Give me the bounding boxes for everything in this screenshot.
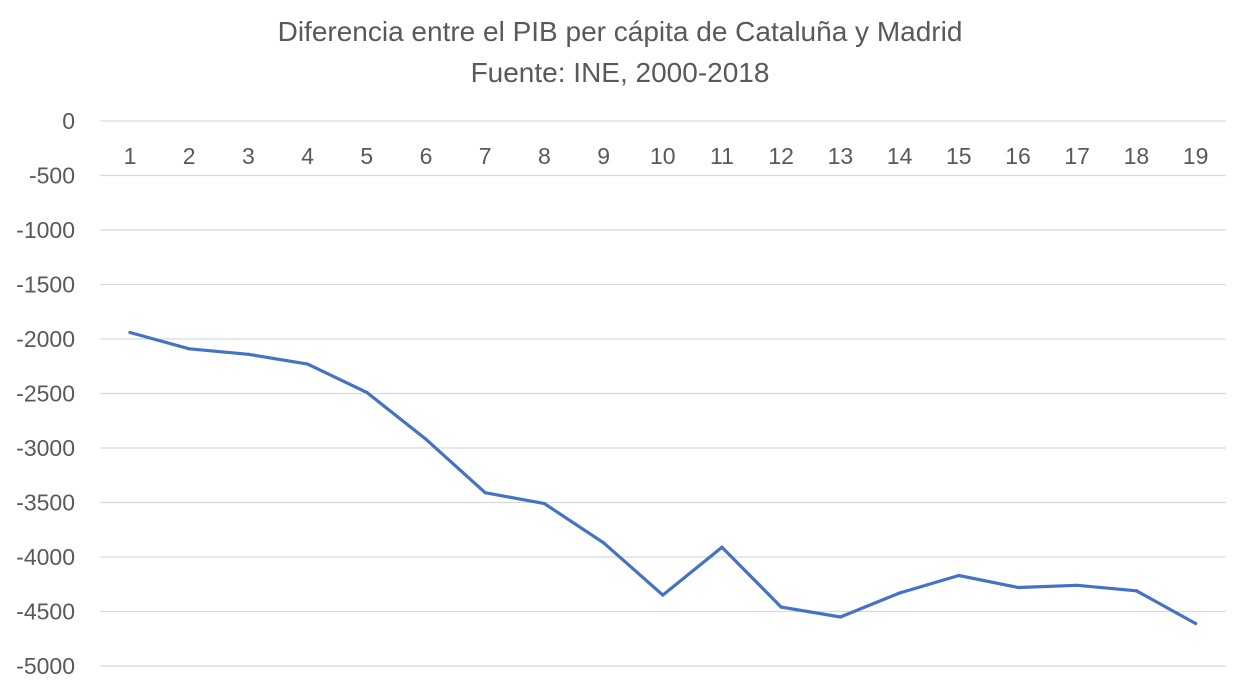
data-point <box>128 330 132 335</box>
y-tick-label: -500 <box>29 163 75 189</box>
data-point <box>424 437 428 441</box>
x-tick-label: 4 <box>301 143 314 169</box>
y-tick-label: -2500 <box>16 381 75 407</box>
x-tick-label: 18 <box>1124 143 1150 169</box>
data-point <box>246 352 250 356</box>
data-point <box>779 605 783 609</box>
chart-title: Diferencia entre el PIB per cápita de Ca… <box>278 16 963 47</box>
y-tick-label: -4500 <box>16 599 75 625</box>
x-tick-label: 15 <box>946 143 972 169</box>
y-tick-label: -5000 <box>16 653 75 679</box>
x-tick-label: 12 <box>768 143 794 169</box>
x-tick-label: 3 <box>242 143 255 169</box>
x-tick-label: 11 <box>710 143 734 169</box>
x-tick-label: 7 <box>479 143 492 169</box>
data-point <box>1075 583 1079 587</box>
y-tick-label: -1500 <box>16 272 75 298</box>
x-tick-label: 10 <box>650 143 676 169</box>
y-tick-label: -3000 <box>16 435 75 461</box>
y-tick-label: -4000 <box>16 544 75 570</box>
data-point <box>483 491 487 495</box>
chart-subtitle: Fuente: INE, 2000-2018 <box>471 57 770 88</box>
data-point <box>957 573 961 578</box>
data-point <box>187 347 191 351</box>
x-tick-label: 1 <box>124 143 137 169</box>
y-tick-label: -2000 <box>16 326 75 352</box>
data-point <box>1194 621 1198 626</box>
y-axis-ticks: 0 -500 -1000 -1500 -2000 -2500 -3000 -3500 -4000… <box>16 108 75 679</box>
x-tick-label: 6 <box>420 143 433 169</box>
data-point <box>838 615 843 619</box>
series-line <box>128 330 1198 626</box>
x-axis-ticks: 1 2 3 4 5 6 7 8 9 10 11 12 13 14 15 16 17 18 19 <box>124 143 1209 169</box>
data-point <box>1134 589 1138 593</box>
x-tick-label: 5 <box>360 143 373 169</box>
x-tick-label: 14 <box>887 143 913 169</box>
data-point <box>602 541 606 545</box>
y-tick-label: -1000 <box>16 217 75 243</box>
data-point <box>1016 585 1020 590</box>
data-point <box>542 501 547 506</box>
x-tick-label: 17 <box>1064 143 1090 169</box>
data-point <box>898 591 902 595</box>
x-tick-label: 8 <box>538 143 551 169</box>
x-tick-label: 2 <box>183 143 196 169</box>
y-tick-label: 0 <box>62 108 75 134</box>
y-tick-label: -3500 <box>16 490 75 516</box>
gridlines <box>100 120 1226 667</box>
x-tick-label: 19 <box>1183 143 1209 169</box>
data-point <box>365 390 369 395</box>
data-point <box>306 362 310 366</box>
data-point <box>661 593 665 597</box>
data-point <box>720 545 724 549</box>
x-tick-label: 16 <box>1005 143 1031 169</box>
x-tick-label: 13 <box>828 143 854 169</box>
x-tick-label: 9 <box>597 143 610 169</box>
series-layer <box>128 330 1198 626</box>
